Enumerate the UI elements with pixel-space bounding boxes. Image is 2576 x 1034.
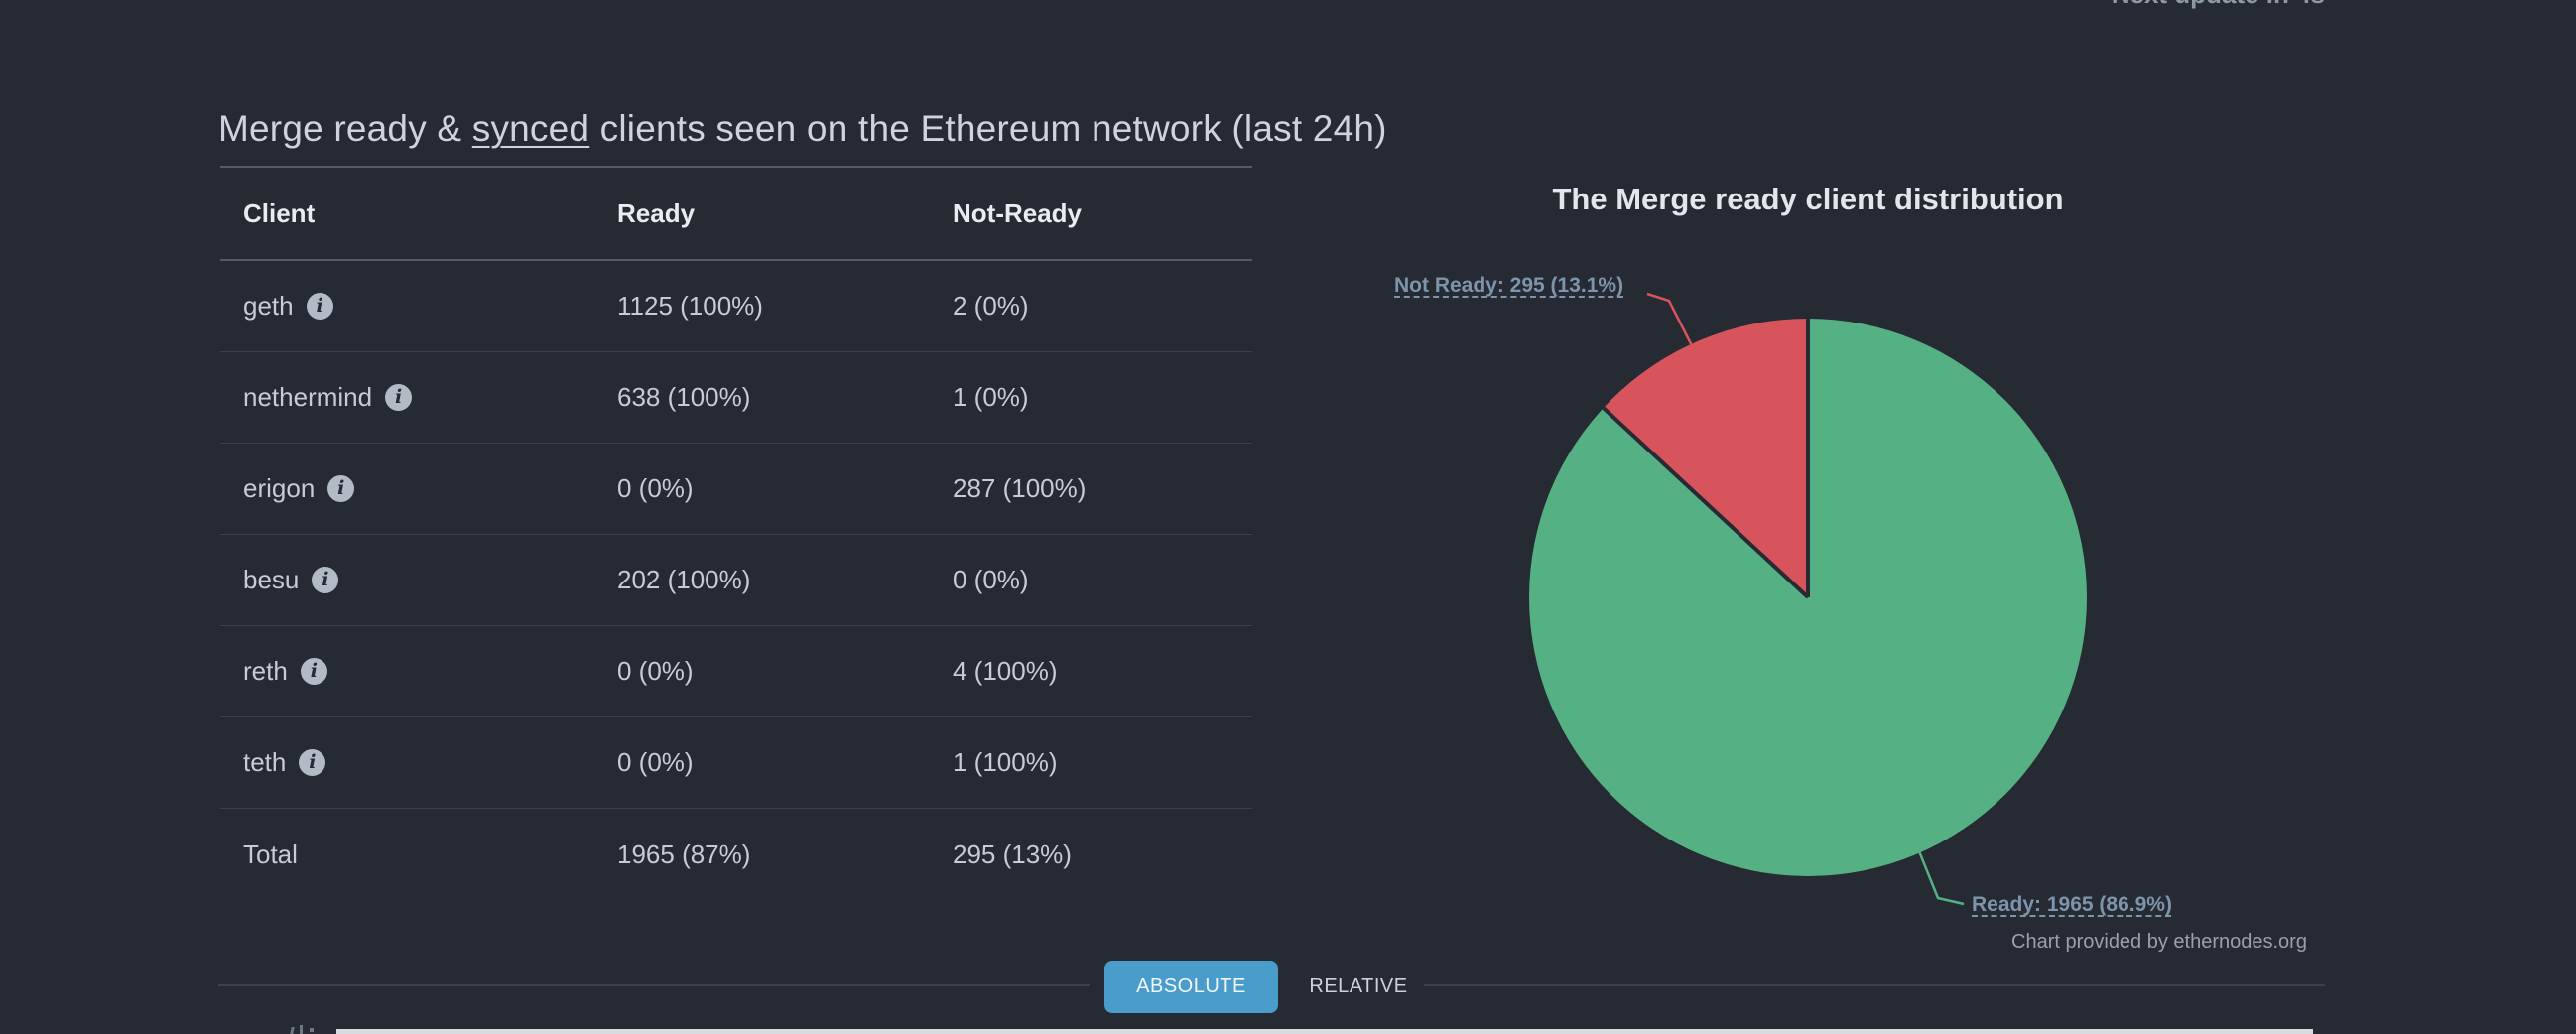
pie-label-ready[interactable]: Ready: 1965 (86.9%) — [1972, 893, 2172, 916]
info-icon[interactable]: i — [312, 567, 339, 593]
ready-value: 0 (0%) — [617, 473, 694, 503]
table-row-reth: reth i 0 (0%) 4 (100%) — [220, 626, 1252, 717]
page-title-prefix: Merge ready & — [218, 107, 472, 149]
clipped-section-top-edge — [336, 1029, 2313, 1034]
ready-value: 1125 (100%) — [617, 291, 763, 321]
client-name: besu — [243, 565, 300, 594]
client-name: erigon — [243, 473, 316, 503]
table-row-total: Total 1965 (87%) 295 (13%) — [220, 809, 1252, 900]
not-ready-value: 287 (100%) — [953, 473, 1087, 503]
clipped-text-fragment — [310, 1028, 314, 1032]
client-name: teth — [243, 747, 287, 777]
table-row-geth: geth i 1125 (100%) 2 (0%) — [220, 261, 1252, 352]
page-title-synced-term: synced — [471, 107, 590, 149]
client-name: geth — [243, 291, 294, 321]
clipped-text-fragment — [290, 1027, 295, 1034]
not-ready-value: 1 (0%) — [953, 382, 1029, 412]
client-readiness-table: Client Ready Not-Ready geth i 1125 (100%)… — [220, 166, 1252, 900]
pie-slice-divider-top — [1806, 319, 1810, 597]
info-icon[interactable]: i — [327, 475, 355, 502]
not-ready-value: 0 (0%) — [953, 565, 1029, 594]
table-header-row: Client Ready Not-Ready — [220, 166, 1252, 261]
info-icon[interactable]: i — [306, 293, 333, 320]
info-icon[interactable]: i — [385, 384, 413, 411]
client-name: reth — [243, 656, 288, 686]
table-row-teth: teth i 0 (0%) 1 (100%) — [220, 717, 1252, 809]
ready-value: 638 (100%) — [617, 382, 751, 412]
table-row-erigon: erigon i 0 (0%) 287 (100%) — [220, 444, 1252, 535]
total-label: Total — [243, 839, 298, 869]
chart-title: The Merge ready client distribution — [1552, 182, 2064, 216]
ready-value: 202 (100%) — [617, 565, 751, 594]
clipped-text-fragment — [300, 1025, 303, 1034]
absolute-toggle-button[interactable]: ABSOLUTE — [1104, 961, 1278, 1013]
table-row-besu: besu i 202 (100%) 0 (0%) — [220, 535, 1252, 626]
not-ready-value: 2 (0%) — [953, 291, 1029, 321]
not-ready-value: 1 (100%) — [953, 747, 1058, 777]
chart-credit: Chart provided by ethernodes.org — [2011, 931, 2307, 953]
total-not-ready-value: 295 (13%) — [953, 839, 1072, 869]
not-ready-value: 4 (100%) — [953, 656, 1058, 686]
column-header-not-ready: Not-Ready — [953, 197, 1083, 228]
column-header-ready: Ready — [617, 197, 696, 228]
total-ready-value: 1965 (87%) — [617, 839, 751, 869]
ready-value: 0 (0%) — [617, 656, 694, 686]
relative-toggle-button[interactable]: RELATIVE — [1309, 975, 1408, 997]
info-icon[interactable]: i — [300, 658, 327, 685]
ready-value: 0 (0%) — [617, 747, 694, 777]
page-title: Merge ready & synced clients seen on the… — [218, 108, 1387, 150]
pie-label-not-ready[interactable]: Not Ready: 295 (13.1%) — [1394, 274, 1624, 297]
info-icon[interactable]: i — [299, 749, 326, 776]
next-update-countdown: Next update in 4s — [2112, 0, 2325, 9]
page-title-suffix: clients seen on the Ethereum network (la… — [589, 107, 1387, 149]
table-row-nethermind: nethermind i 638 (100%) 1 (0%) — [220, 352, 1252, 444]
client-name: nethermind — [243, 382, 373, 412]
column-header-client: Client — [243, 197, 316, 228]
